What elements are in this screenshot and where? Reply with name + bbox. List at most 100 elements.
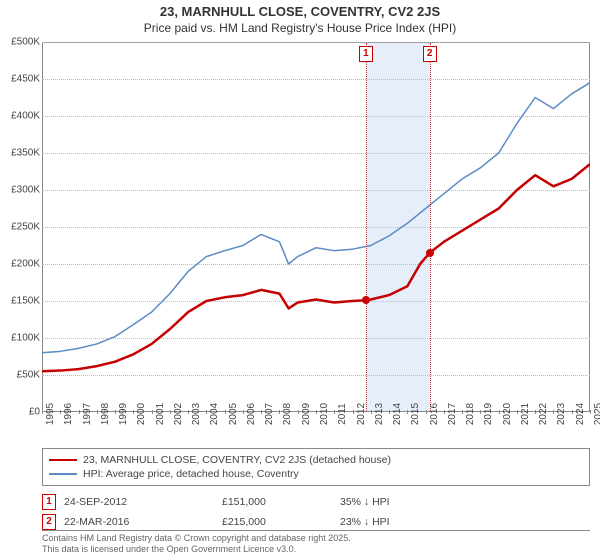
y-axis-label: £400K [11,111,40,122]
x-tick [97,410,98,414]
y-axis-label: £250K [11,222,40,233]
y-axis-label: £0 [29,407,40,418]
page-subtitle: Price paid vs. HM Land Registry's House … [0,21,600,35]
x-axis-label: 1995 [45,403,56,425]
legend-swatch [49,473,77,475]
x-tick [407,410,408,414]
legend-swatch [49,459,77,462]
y-axis-label: £450K [11,74,40,85]
x-axis-label: 2025 [593,403,600,425]
x-tick [426,410,427,414]
x-tick [572,410,573,414]
marker-badge: 1 [42,494,56,510]
marker-badge: 2 [42,514,56,530]
x-tick [298,410,299,414]
x-tick [517,410,518,414]
x-axis-label: 2017 [447,403,458,425]
x-tick [188,410,189,414]
y-axis-label: £350K [11,148,40,159]
x-axis-label: 2014 [392,403,403,425]
x-tick [115,410,116,414]
x-tick [462,410,463,414]
x-tick [152,410,153,414]
y-axis-label: £500K [11,37,40,48]
series-line-hpi [42,83,590,353]
y-axis-label: £50K [17,370,40,381]
txn-date: 24-SEP-2012 [64,496,214,508]
y-axis-label: £150K [11,296,40,307]
marker-badge: 1 [359,46,373,62]
y-axis-label: £100K [11,333,40,344]
x-tick [480,410,481,414]
footer-attribution: Contains HM Land Registry data © Crown c… [42,530,590,555]
x-axis-label: 2019 [483,403,494,425]
legend-item-hpi: HPI: Average price, detached house, Cove… [49,467,583,481]
price-chart: 12 [42,42,590,412]
series-line-property [42,164,590,371]
x-axis-label: 2002 [173,403,184,425]
marker-dot [426,249,434,257]
x-tick [133,410,134,414]
x-tick [334,410,335,414]
x-axis-label: 2021 [520,403,531,425]
table-row: 1 24-SEP-2012 £151,000 35% ↓ HPI [42,492,590,512]
txn-date: 22-MAR-2016 [64,516,214,528]
table-row: 2 22-MAR-2016 £215,000 23% ↓ HPI [42,512,590,532]
marker-vline [366,43,367,411]
x-axis-label: 1996 [63,403,74,425]
x-tick [170,410,171,414]
x-axis-label: 2009 [301,403,312,425]
marker-vline [430,43,431,411]
x-tick [371,410,372,414]
x-axis-label: 2018 [465,403,476,425]
x-tick [535,410,536,414]
marker-badge: 2 [423,46,437,62]
x-axis-label: 2011 [337,403,348,425]
x-axis-label: 2013 [374,403,385,425]
x-axis-label: 2015 [410,403,421,425]
x-tick [353,410,354,414]
x-tick [225,410,226,414]
x-axis-label: 2023 [556,403,567,425]
x-axis-label: 2005 [228,403,239,425]
page-title: 23, MARNHULL CLOSE, COVENTRY, CV2 2JS [0,4,600,19]
x-tick [444,410,445,414]
x-tick [279,410,280,414]
x-tick [42,410,43,414]
y-axis-label: £200K [11,259,40,270]
x-tick [499,410,500,414]
footer-line: Contains HM Land Registry data © Crown c… [42,533,590,544]
y-axis-label: £300K [11,185,40,196]
legend-label: HPI: Average price, detached house, Cove… [83,468,299,480]
txn-pct: 23% ↓ HPI [340,516,460,528]
x-tick [590,410,591,414]
marker-dot [362,296,370,304]
x-tick [316,410,317,414]
x-axis-label: 1999 [118,403,129,425]
x-axis-label: 2003 [191,403,202,425]
x-tick [261,410,262,414]
x-axis-label: 2020 [502,403,513,425]
txn-price: £151,000 [222,496,332,508]
x-tick [60,410,61,414]
x-axis-label: 2024 [575,403,586,425]
x-tick [553,410,554,414]
x-axis-label: 2004 [209,403,220,425]
legend-item-property: 23, MARNHULL CLOSE, COVENTRY, CV2 2JS (d… [49,453,583,467]
x-tick [389,410,390,414]
x-axis-label: 2022 [538,403,549,425]
x-axis-label: 2008 [282,403,293,425]
txn-price: £215,000 [222,516,332,528]
legend-label: 23, MARNHULL CLOSE, COVENTRY, CV2 2JS (d… [83,454,391,466]
x-axis-label: 2000 [136,403,147,425]
x-axis-label: 2016 [429,403,440,425]
x-axis-label: 2010 [319,403,330,425]
x-axis-label: 2001 [155,403,166,425]
x-axis-label: 1997 [82,403,93,425]
footer-line: This data is licensed under the Open Gov… [42,544,590,555]
txn-pct: 35% ↓ HPI [340,496,460,508]
x-tick [243,410,244,414]
transactions-table: 1 24-SEP-2012 £151,000 35% ↓ HPI 2 22-MA… [42,492,590,532]
x-axis-label: 2006 [246,403,257,425]
x-tick [79,410,80,414]
